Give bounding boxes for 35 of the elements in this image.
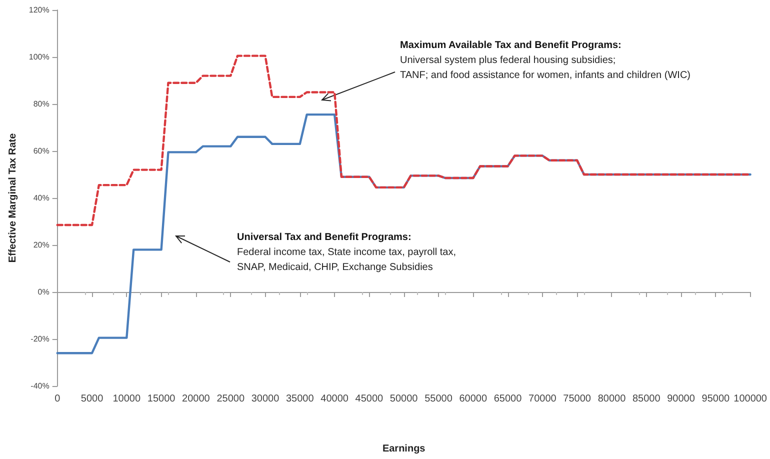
x-tick-label: 80000 <box>598 394 626 404</box>
line-series <box>56 54 752 226</box>
x-tick-label: 65000 <box>494 394 522 404</box>
x-tick-label: 100000 <box>734 394 768 404</box>
x-tick-label: 90000 <box>667 394 696 404</box>
y-axis-title: Effective Marginal Tax Rate <box>8 132 18 263</box>
x-tick-label: 50000 <box>390 394 418 404</box>
y-tick-label: 100% <box>28 52 50 62</box>
x-tick-label: 20000 <box>182 394 210 404</box>
x-tick-label: 95000 <box>702 394 730 404</box>
x-tick-label: 85000 <box>632 394 661 404</box>
y-tick-label: -40% <box>30 382 50 390</box>
y-tick-label: 60% <box>33 146 50 156</box>
y-tick-label: 20% <box>33 240 50 250</box>
y-tick-label: 80% <box>33 100 50 108</box>
annotation: Universal Tax and Benefit Programs: Federal income tax, State income tax, payroll tax, SNAP, Medicaid, CHIP, Exchange Subsidies <box>237 232 456 273</box>
x-tick-label: 75000 <box>563 394 592 404</box>
x-tick-label: 45000 <box>355 394 384 404</box>
x-axis-title: Earnings <box>382 444 426 454</box>
x-tick-label: 40000 <box>320 394 349 404</box>
x-tick-label: 35000 <box>286 394 314 404</box>
x-tick-label: 15000 <box>147 394 176 404</box>
x-tick-label: 60000 <box>459 394 488 404</box>
x-tick-label: 70000 <box>528 394 557 404</box>
y-tick-label: 40% <box>33 194 50 202</box>
y-tick-label: 0% <box>38 288 50 296</box>
annotation: Maximum Available Tax and Benefit Programs: Universal system plus federal housing subsidies; TANF; and food assistance for women, infants and children (WIC) <box>400 40 690 81</box>
x-tick-label: 5000 <box>80 394 104 404</box>
y-tick-label: 120% <box>28 6 50 14</box>
y-tick-label: -20% <box>30 334 50 344</box>
x-tick-label: 30000 <box>251 394 280 404</box>
x-tick-label: 25000 <box>216 394 245 404</box>
x-tick-label: 0 <box>54 394 61 404</box>
x-tick-label: 10000 <box>112 394 141 404</box>
x-tick-label: 55000 <box>424 394 453 404</box>
